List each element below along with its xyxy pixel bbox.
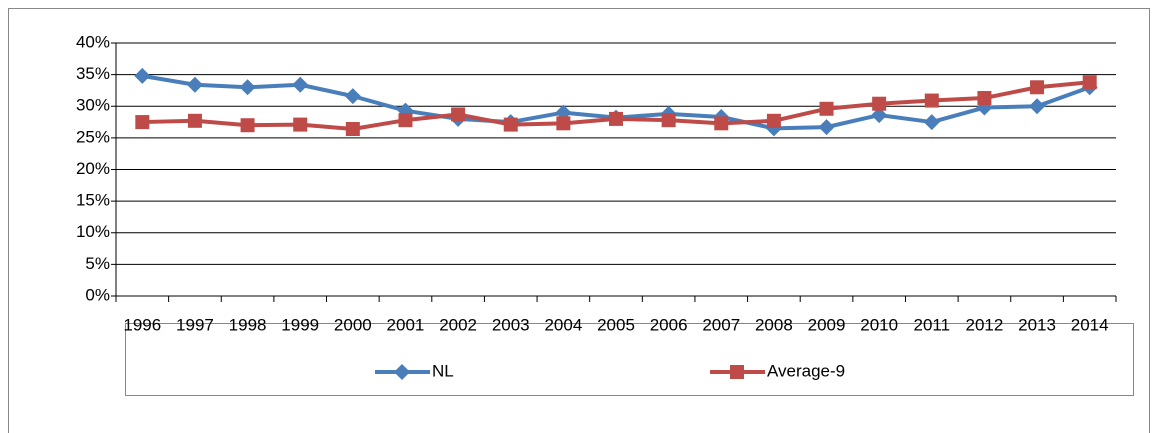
data-point: [187, 113, 202, 128]
x-tick-label: 2003: [492, 315, 530, 334]
legend-marker: [730, 365, 744, 379]
x-tick-label: 2010: [860, 315, 898, 334]
data-point: [240, 118, 255, 133]
data-point: [345, 122, 360, 137]
y-tick-label: 40%: [76, 32, 110, 51]
y-tick-label: 5%: [85, 254, 110, 273]
data-point: [135, 115, 150, 130]
y-tick-label: 15%: [76, 191, 110, 210]
x-tick-label: 1996: [123, 315, 161, 334]
data-point: [292, 76, 309, 93]
y-tick-label: 10%: [76, 222, 110, 241]
data-point: [1029, 98, 1046, 115]
x-tick-label: 1999: [281, 315, 319, 334]
data-point: [661, 113, 676, 128]
data-point: [609, 111, 623, 126]
legend-label: NL: [432, 361, 454, 380]
data-point: [923, 114, 940, 131]
x-tick-label: 2004: [544, 315, 582, 334]
x-tick-label: 2009: [808, 315, 846, 334]
x-tick-label: 2011: [914, 315, 951, 334]
data-point: [818, 119, 835, 136]
data-point: [293, 117, 308, 132]
x-tick-label: 2001: [387, 315, 425, 334]
legend-marker: [394, 364, 410, 380]
data-point: [344, 88, 361, 105]
data-point: [924, 93, 939, 108]
x-tick-label: 1997: [176, 315, 214, 334]
y-tick-label: 20%: [76, 159, 110, 178]
data-point: [871, 107, 888, 124]
x-tick-label: 2014: [1071, 315, 1109, 334]
data-point: [556, 116, 571, 131]
data-point: [239, 79, 256, 96]
data-point: [1030, 80, 1045, 95]
y-tick-label: 25%: [76, 127, 110, 146]
data-point: [872, 96, 887, 111]
data-point: [503, 117, 518, 132]
y-tick-label: 35%: [76, 64, 110, 83]
x-tick-label: 2005: [597, 315, 635, 334]
y-tick-label: 30%: [76, 96, 110, 115]
data-point: [714, 116, 729, 131]
data-point: [398, 113, 413, 128]
data-point: [1082, 75, 1097, 90]
y-tick-label: 0%: [85, 285, 110, 304]
x-tick-label: 2000: [334, 315, 372, 334]
legend-label: Average-9: [767, 361, 845, 380]
data-point: [451, 107, 466, 122]
legend-box: [125, 323, 1134, 396]
x-tick-label: 2007: [702, 315, 740, 334]
x-tick-label: 2008: [755, 315, 793, 334]
data-point: [134, 67, 151, 84]
data-point: [186, 76, 203, 93]
data-point: [977, 91, 992, 106]
data-point: [819, 101, 834, 116]
x-tick-label: 2012: [966, 315, 1004, 334]
x-tick-label: 2013: [1018, 315, 1056, 334]
data-point: [766, 113, 781, 128]
x-tick-label: 2002: [439, 315, 477, 334]
x-tick-label: 2006: [650, 315, 688, 334]
x-tick-label: 1998: [229, 315, 267, 334]
